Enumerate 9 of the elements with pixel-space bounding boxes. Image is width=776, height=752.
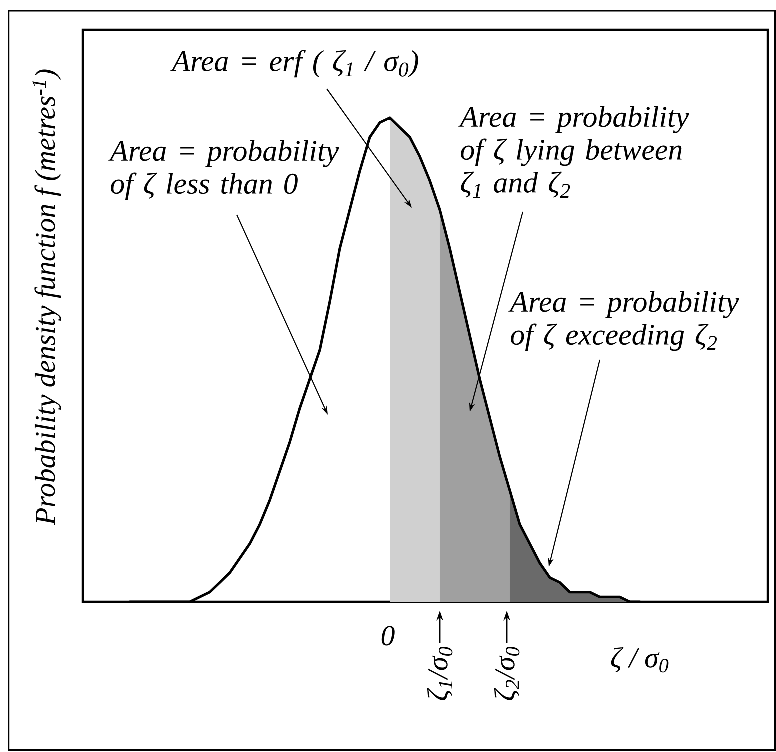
annotation: Area = probability of ζ lying between ζ$_{1}$ and ζ$_{2}$	[458, 106, 690, 198]
y-axis-title: Probability density function f (metres$^{-1}$)	[32, 70, 62, 526]
annotation: Area = probability of ζ less than 0	[108, 140, 340, 200]
annotation: Area = probability of ζ exceeding ζ$_{2}$	[508, 291, 740, 352]
text: 0	[382, 626, 395, 646]
text: ζ$_{2}$/σ$_{0}$	[494, 646, 520, 700]
text: Area = erf ( ζ$_{1}$ / σ$_{0}$)	[170, 50, 418, 78]
text: ζ$_{1}$/σ$_{0}$	[427, 646, 453, 700]
x-axis-title: ζ / σ$_{0}$	[611, 647, 669, 673]
